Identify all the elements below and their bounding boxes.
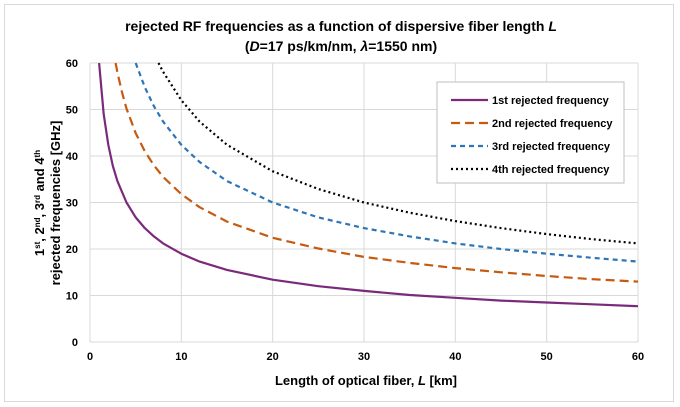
- chart-title-line1: rejected RF frequencies as a function of…: [125, 18, 557, 34]
- y-axis-label-line2: rejected frequencies [GHz]: [48, 121, 63, 286]
- x-tick-label: 60: [632, 351, 644, 363]
- legend-label-3: 3rd rejected frequency: [492, 141, 611, 153]
- y-tick-label: 30: [66, 198, 78, 210]
- x-tick-label: 0: [87, 351, 93, 363]
- series-line-2: [114, 62, 639, 283]
- y-tick-label: 40: [66, 151, 78, 163]
- y-tick-label: 20: [66, 244, 78, 256]
- legend-box: [436, 81, 625, 184]
- x-tick-label: 10: [175, 351, 187, 363]
- legend-label-2: 2nd rejected frequency: [492, 118, 613, 130]
- x-tick-label: 30: [358, 351, 370, 363]
- chart-title-line2: (D=17 ps/km/nm, λ=1550 nm): [245, 38, 437, 54]
- legend: 1st rejected frequency 2nd rejected frequ…: [436, 81, 625, 184]
- x-tick-label: 20: [267, 351, 279, 363]
- series-line-3: [134, 62, 639, 263]
- tick-labels: 0 10 20 30 40 50 60 0 10 20 30 40 50 60: [66, 58, 644, 363]
- y-tick-label: 60: [66, 58, 78, 70]
- y-tick-label: 50: [66, 105, 78, 117]
- legend-label-4: 4th rejected frequency: [492, 164, 610, 176]
- y-axis-label-line1: 1st, 2nd, 3rd and 4th: [32, 150, 47, 256]
- y-tick-label: 10: [66, 291, 78, 303]
- x-tick-label: 50: [541, 351, 553, 363]
- x-axis-label: Length of optical fiber, L [km]: [275, 373, 457, 388]
- y-tick-label: 0: [72, 337, 78, 349]
- x-tick-label: 40: [449, 351, 461, 363]
- series-line-1: [98, 62, 639, 308]
- series-group: [98, 62, 639, 308]
- legend-label-1: 1st rejected frequency: [492, 95, 610, 107]
